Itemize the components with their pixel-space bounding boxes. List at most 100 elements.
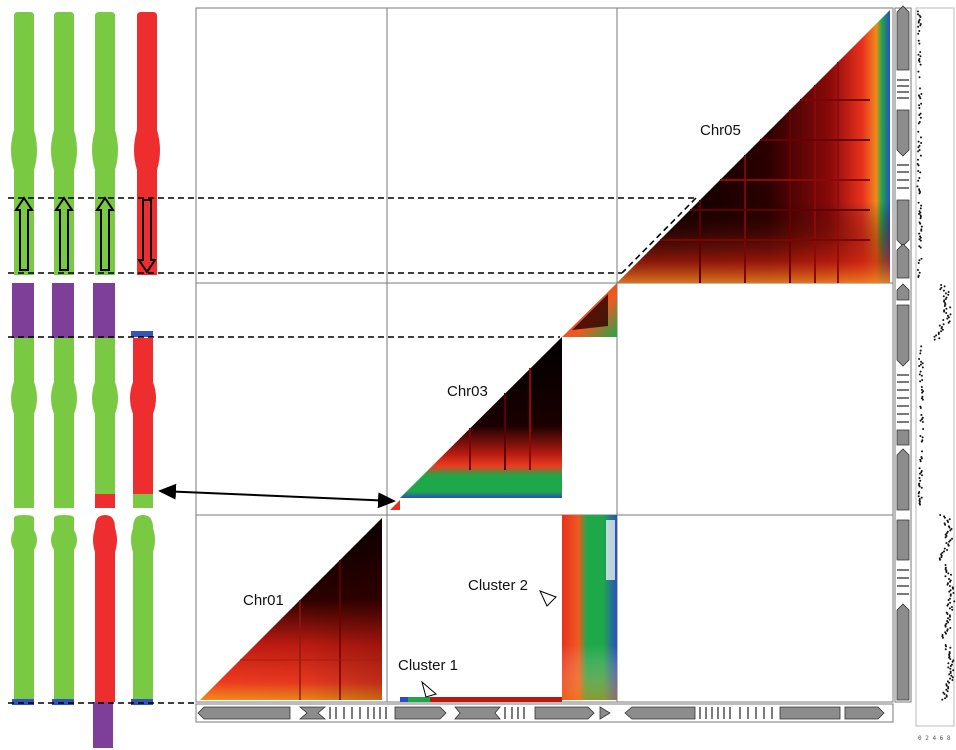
scatter-point xyxy=(920,102,923,105)
scatter-point xyxy=(950,528,953,530)
scatter-point xyxy=(918,259,921,262)
scatter-point xyxy=(951,608,954,611)
scatter-point xyxy=(944,625,947,628)
scatter-point xyxy=(948,607,951,610)
scatter-point xyxy=(917,32,920,35)
scatter-point xyxy=(920,397,923,400)
scatter-point xyxy=(917,276,920,278)
scatter-point xyxy=(944,697,947,700)
scatter-point xyxy=(943,547,946,550)
scatter-point xyxy=(938,337,941,340)
scatter-point xyxy=(947,521,950,523)
scatter-point xyxy=(920,374,923,377)
scatter-point xyxy=(940,327,943,330)
scatter-point xyxy=(919,370,922,373)
scatter-point xyxy=(917,492,920,495)
scatter-point xyxy=(919,217,922,220)
scatter-point xyxy=(948,540,951,543)
scatter-point xyxy=(939,288,942,291)
up-arrow-icon xyxy=(14,196,34,271)
scatter-point xyxy=(918,121,921,123)
scatter-point xyxy=(918,238,921,241)
chr03-label: Chr03 xyxy=(447,383,488,400)
scatter-point xyxy=(942,691,945,694)
scatter-point xyxy=(947,544,950,547)
scatter-point xyxy=(944,575,947,578)
scatter-point xyxy=(944,292,947,295)
scatter-point xyxy=(921,366,924,369)
purple-segment xyxy=(93,702,113,748)
cluster-2-pointer-icon xyxy=(539,590,557,607)
scatter-point xyxy=(951,676,954,679)
chr05-label: Chr05 xyxy=(700,122,741,139)
scatter-point xyxy=(943,305,946,307)
chromosome-ideograms xyxy=(11,12,160,748)
scatter-point xyxy=(948,518,951,521)
scatter-point xyxy=(918,114,921,116)
green-chromosome-segment xyxy=(51,515,77,699)
scatter-point xyxy=(937,333,940,335)
scatter-point xyxy=(949,601,952,604)
scatter-point xyxy=(920,360,923,363)
cluster-2-block xyxy=(562,515,617,700)
green-chromosome-segment xyxy=(92,338,118,494)
scatter-point xyxy=(918,144,921,147)
scatter-point xyxy=(919,97,922,100)
scatter-point xyxy=(949,313,952,316)
scatter-point xyxy=(921,436,924,439)
scatter-point xyxy=(951,537,953,540)
scatter-point xyxy=(920,414,923,416)
scatter-point xyxy=(919,363,922,366)
scatter-point xyxy=(949,529,952,532)
scatter-point xyxy=(951,660,954,663)
scatter-point xyxy=(919,211,922,214)
scatter-point xyxy=(917,122,920,125)
scatter-point xyxy=(943,285,946,288)
scatter-point xyxy=(918,104,921,107)
scatter-point xyxy=(940,286,943,289)
scatter-point xyxy=(918,365,921,367)
chromosome-column-3 xyxy=(92,12,118,748)
scatter-point xyxy=(919,171,922,174)
scatter-point xyxy=(946,629,949,632)
scatter-point xyxy=(918,271,921,274)
scatter-axis-ticks: 0 2 4 6 8 xyxy=(918,735,951,742)
scatter-point xyxy=(947,291,950,293)
scatter-point xyxy=(945,688,948,691)
scatter-point xyxy=(918,42,921,45)
scatter-point xyxy=(919,352,922,355)
chromosome-column-1 xyxy=(11,12,37,705)
green-chromosome-segment xyxy=(92,12,118,275)
scatter-point xyxy=(947,686,950,688)
scatter-point xyxy=(949,627,952,629)
scatter-point xyxy=(918,358,921,360)
bottom-gene-track xyxy=(195,703,894,723)
scatter-point xyxy=(918,60,921,63)
scatter-point xyxy=(917,25,920,28)
scatter-point xyxy=(949,672,952,674)
scatter-point xyxy=(940,556,943,558)
green-chromosome-segment xyxy=(11,12,37,275)
chr05-horizontal-bands xyxy=(660,99,870,241)
purple-segment xyxy=(52,283,74,338)
scatter-point xyxy=(920,229,923,232)
scatter-point xyxy=(945,571,948,573)
scatter-point xyxy=(922,428,925,430)
scatter-point xyxy=(917,70,920,73)
scatter-point xyxy=(921,391,924,394)
scatter-point xyxy=(943,309,946,312)
scatter-point xyxy=(918,245,921,248)
chr05-vertical-bands xyxy=(699,62,839,283)
scatter-point xyxy=(946,314,949,317)
scatter-point xyxy=(950,663,953,666)
scatter-point xyxy=(945,632,947,635)
scatter-point xyxy=(917,140,920,143)
scatter-point xyxy=(920,204,923,207)
scatter-point xyxy=(917,495,920,498)
scatter-point xyxy=(920,345,923,348)
scatter-point xyxy=(948,656,951,659)
purple-segment xyxy=(93,283,115,338)
scatter-point xyxy=(952,669,955,672)
scatter-point xyxy=(917,13,919,16)
scatter-point xyxy=(919,207,922,210)
